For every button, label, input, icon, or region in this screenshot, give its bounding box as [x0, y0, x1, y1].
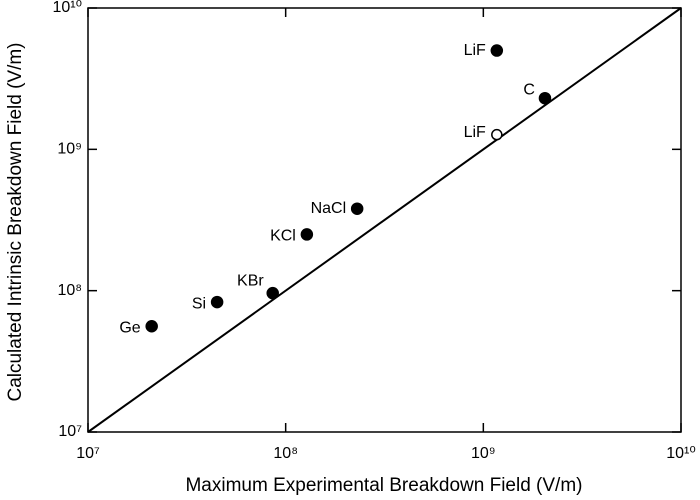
y-axis-label: Calculated Intrinsic Breakdown Field (V/… — [5, 42, 26, 401]
x-axis-label: Maximum Experimental Breakdown Field (V/… — [185, 475, 582, 496]
y-tick-label: 10⁷ — [58, 423, 82, 440]
plot-frame — [87, 7, 682, 433]
reference-line — [87, 7, 682, 433]
point-label: LiF — [464, 124, 486, 141]
data-point — [266, 286, 279, 300]
x-tick-label: 10⁹ — [471, 445, 496, 462]
point-label: KBr — [237, 272, 264, 289]
data-point — [490, 44, 504, 57]
x-tick-label: 10¹⁰ — [666, 445, 696, 462]
y-tick-label: 10⁸ — [57, 282, 82, 299]
data-point — [300, 228, 314, 241]
data-point — [350, 202, 364, 215]
data-point — [145, 320, 158, 333]
x-tick-label: 10⁷ — [76, 445, 100, 462]
y-tick-label: 10⁹ — [57, 141, 82, 158]
point-label: C — [523, 81, 535, 98]
data-point — [538, 91, 552, 105]
point-label: Ge — [119, 319, 140, 336]
y-tick-label: 10¹⁰ — [52, 0, 82, 16]
data-point — [210, 295, 224, 309]
point-label: Si — [192, 295, 206, 312]
point-label: NaCl — [311, 200, 347, 217]
point-label: KCl — [270, 228, 296, 245]
point-label: LiF — [464, 42, 486, 59]
x-tick-label: 10⁸ — [273, 445, 298, 462]
data-point — [491, 128, 503, 141]
